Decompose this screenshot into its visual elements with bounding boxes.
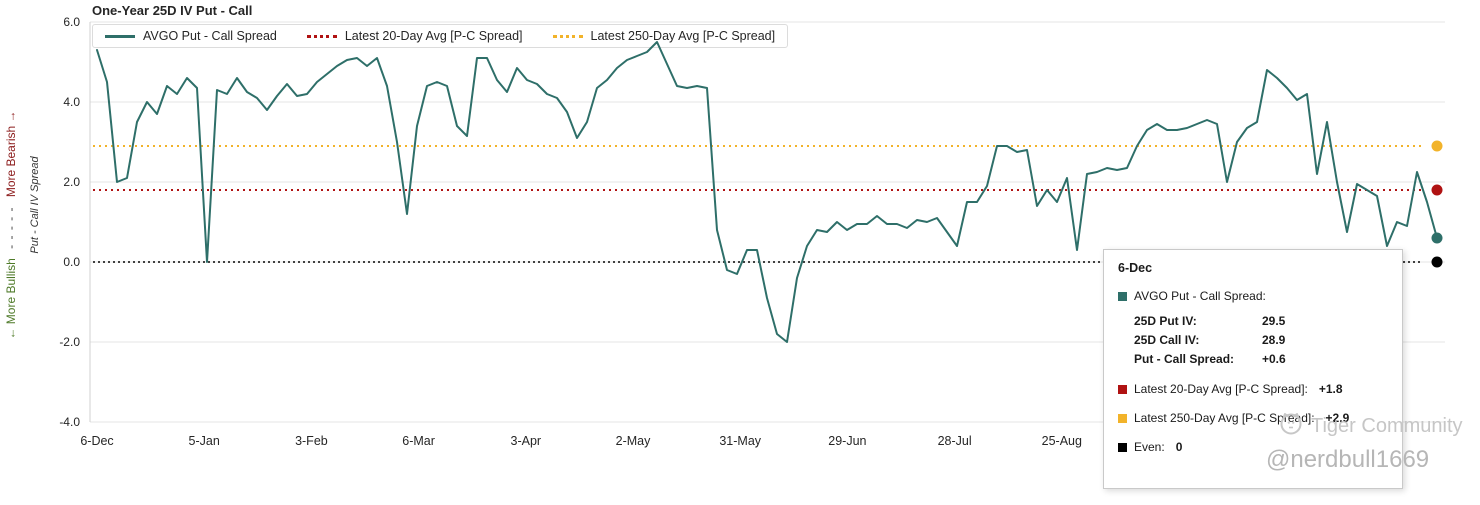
legend-item-20day-avg[interactable]: Latest 20-Day Avg [P-C Spread] bbox=[306, 29, 523, 43]
watermark-brand: Tiger Community bbox=[1278, 410, 1463, 442]
x-axis-tick: 3-Apr bbox=[511, 434, 542, 448]
tooltip-details: 25D Put IV: 29.5 25D Call IV: 28.9 Put -… bbox=[1134, 312, 1388, 369]
series-swatch-icon bbox=[1118, 292, 1127, 301]
even-value: 0 bbox=[1175, 440, 1183, 454]
avg20-value: +1.8 bbox=[1318, 382, 1343, 396]
even-label: Even: bbox=[1134, 440, 1165, 454]
tooltip-call-iv-row: 25D Call IV: 28.9 bbox=[1134, 331, 1388, 350]
x-axis-tick: 6-Dec bbox=[80, 434, 113, 448]
end-marker-series-last bbox=[1431, 232, 1443, 244]
watermark-brand-text: Tiger Community bbox=[1311, 414, 1463, 437]
avg250-label: Latest 250-Day Avg [P-C Spread]: bbox=[1134, 411, 1315, 425]
end-marker-250day-avg bbox=[1431, 140, 1443, 152]
tiger-logo-icon bbox=[1278, 410, 1304, 442]
tooltip-20day-row: Latest 20-Day Avg [P-C Spread]: +1.8 bbox=[1118, 381, 1388, 398]
x-axis-tick: 6-Mar bbox=[402, 434, 435, 448]
end-marker-20day-avg bbox=[1431, 184, 1443, 196]
even-swatch-icon bbox=[1118, 443, 1127, 452]
avg250-value: +2.9 bbox=[1325, 411, 1350, 425]
call-iv-label: 25D Call IV: bbox=[1134, 333, 1200, 347]
tooltip-250day-row: Latest 250-Day Avg [P-C Spread]: +2.9 bbox=[1118, 410, 1388, 427]
legend: AVGO Put - Call Spread Latest 20-Day Avg… bbox=[92, 24, 789, 48]
call-iv-value: 28.9 bbox=[1262, 333, 1286, 347]
series-line-swatch bbox=[105, 34, 135, 38]
tooltip-put-iv-row: 25D Put IV: 29.5 bbox=[1134, 312, 1388, 331]
spread-value: +0.6 bbox=[1262, 352, 1286, 366]
legend-label: Latest 250-Day Avg [P-C Spread] bbox=[590, 29, 776, 43]
x-axis-tick: 2-May bbox=[616, 434, 651, 448]
x-axis-tick: 29-Jun bbox=[828, 434, 866, 448]
legend-label: Latest 20-Day Avg [P-C Spread] bbox=[344, 29, 523, 43]
avg20-label: Latest 20-Day Avg [P-C Spread]: bbox=[1134, 382, 1308, 396]
x-axis-tick: 3-Feb bbox=[295, 434, 328, 448]
tooltip: 6-Dec AVGO Put - Call Spread: 25D Put IV… bbox=[1103, 249, 1403, 489]
put-iv-label: 25D Put IV: bbox=[1134, 314, 1197, 328]
y-axis-tick: -2.0 bbox=[59, 335, 80, 349]
chart-title: One-Year 25D IV Put - Call bbox=[92, 3, 253, 18]
x-axis-tick: 5-Jan bbox=[189, 434, 220, 448]
y-axis-tick: 2.0 bbox=[63, 175, 80, 189]
legend-item-250day-avg[interactable]: Latest 250-Day Avg [P-C Spread] bbox=[552, 29, 776, 43]
legend-label: AVGO Put - Call Spread bbox=[143, 29, 277, 43]
tooltip-series-label: AVGO Put - Call Spread: bbox=[1134, 289, 1266, 303]
put-iv-value: 29.5 bbox=[1262, 314, 1286, 328]
legend-item-series[interactable]: AVGO Put - Call Spread bbox=[105, 29, 277, 43]
tooltip-date: 6-Dec bbox=[1118, 261, 1153, 275]
x-axis-tick: 31-May bbox=[719, 434, 761, 448]
y-axis-tick: 0.0 bbox=[63, 255, 80, 269]
series-line bbox=[96, 41, 1438, 343]
avg250-line-swatch bbox=[552, 34, 583, 38]
tooltip-series-row: AVGO Put - Call Spread: bbox=[1118, 288, 1388, 305]
y-axis-tick: 4.0 bbox=[63, 95, 80, 109]
spread-label: Put - Call Spread: bbox=[1134, 352, 1235, 366]
end-marker-even bbox=[1431, 256, 1443, 268]
tooltip-spread-row: Put - Call Spread: +0.6 bbox=[1134, 350, 1388, 369]
watermark-handle: @nerdbull1669 bbox=[1266, 446, 1430, 473]
x-axis-tick: 25-Aug bbox=[1042, 434, 1082, 448]
avg20-line-swatch bbox=[306, 34, 337, 38]
y-axis-tick: 6.0 bbox=[63, 15, 80, 29]
avg250-swatch-icon bbox=[1118, 414, 1127, 423]
avg20-swatch-icon bbox=[1118, 385, 1127, 394]
x-axis-tick: 28-Jul bbox=[938, 434, 972, 448]
y-axis-tick: -4.0 bbox=[59, 415, 80, 429]
tooltip-even-row: Even: 0 bbox=[1118, 439, 1388, 456]
